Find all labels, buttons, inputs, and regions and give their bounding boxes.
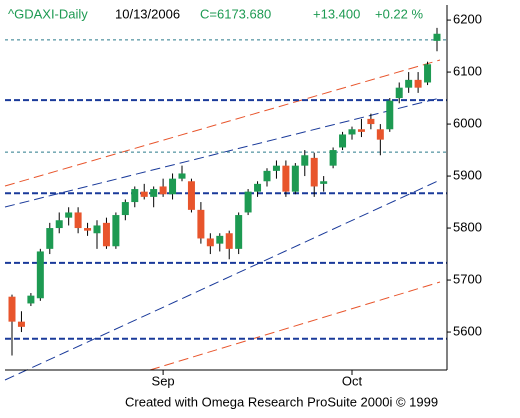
plot-area <box>5 27 447 356</box>
candle-body <box>310 157 318 187</box>
candle-body <box>339 134 347 148</box>
date: 10/13/2006 <box>115 6 180 21</box>
candle-body <box>405 79 413 88</box>
y-tick-label: 6000 <box>453 116 482 131</box>
y-tick-label: 5700 <box>453 271 482 286</box>
candle-body <box>206 238 214 247</box>
candle-body <box>414 79 422 88</box>
candle-body <box>282 165 290 192</box>
candle-body <box>367 118 375 125</box>
candle-body <box>46 228 54 249</box>
candle-body <box>395 87 403 99</box>
change: +13.400 <box>313 6 360 21</box>
candle-body <box>84 228 92 231</box>
candle-body <box>254 183 262 192</box>
y-tick-label: 5600 <box>453 323 482 338</box>
candle-body <box>74 212 82 229</box>
footer: Created with Omega Research ProSuite 200… <box>125 394 438 409</box>
candle-body <box>187 181 195 210</box>
candle-body <box>102 222 110 247</box>
candle-body <box>272 165 280 171</box>
trend-line <box>4 179 441 381</box>
y-tick-label: 5800 <box>453 219 482 234</box>
candle-body <box>159 186 167 195</box>
candle-body <box>348 129 356 135</box>
trend-line <box>4 59 441 187</box>
candle-body <box>27 295 35 304</box>
candle-body <box>291 165 299 192</box>
candle-body <box>121 202 129 216</box>
candle-body <box>386 100 394 130</box>
candle-body <box>150 189 158 197</box>
change-pct: +0.22 % <box>375 6 424 21</box>
candle-body <box>65 212 73 218</box>
candle-body <box>8 296 16 322</box>
candle-body <box>244 191 252 213</box>
y-tick-label: 6200 <box>453 12 482 27</box>
close-label: C=6173.680 <box>200 6 271 21</box>
candle-body <box>263 170 271 182</box>
candle-body <box>169 178 177 195</box>
candle-body <box>433 33 441 41</box>
candle-body <box>178 173 186 179</box>
candle-body <box>55 220 63 229</box>
trend-line <box>149 281 441 371</box>
x-tick-label: Oct <box>342 373 363 388</box>
candle-body <box>376 129 384 140</box>
candle-body <box>17 321 25 327</box>
candle-body <box>357 129 365 132</box>
candle-body <box>216 235 224 244</box>
candle-body <box>131 189 139 203</box>
candle-body <box>140 191 148 197</box>
candle-body <box>320 181 328 184</box>
trend-lines <box>4 59 441 381</box>
candle-body <box>424 64 432 83</box>
x-tick-label: Sep <box>152 373 175 388</box>
symbol: ^GDAXI-Daily <box>8 6 88 21</box>
candle-body <box>301 155 309 166</box>
candle-body <box>36 251 44 299</box>
candle-body <box>329 150 337 166</box>
y-tick-label: 6100 <box>453 64 482 79</box>
candle-body <box>235 215 243 249</box>
candle-body <box>225 233 233 249</box>
candle-body <box>197 209 205 239</box>
y-tick-label: 5900 <box>453 167 482 182</box>
candle-body <box>93 225 101 234</box>
candle-body <box>112 215 120 247</box>
